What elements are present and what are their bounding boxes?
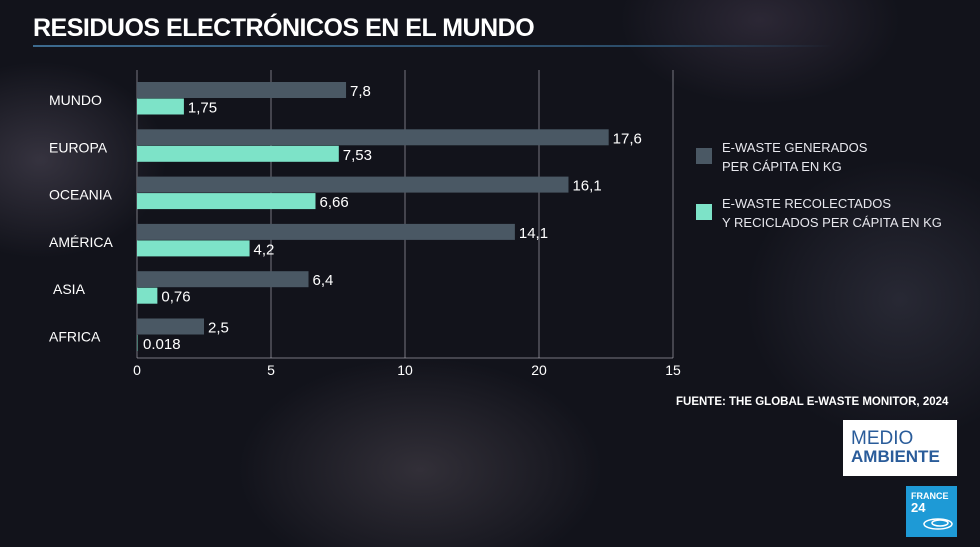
category-label: ASIA	[53, 281, 86, 297]
logo-text: MEDIO	[851, 428, 914, 449]
chart-title: RESIDUOS ELECTRÓNICOS EN EL MUNDO	[33, 14, 535, 42]
legend-swatch-recycled	[696, 204, 712, 220]
x-tick-label: 5	[267, 362, 275, 378]
data-label: 16,1	[572, 178, 601, 195]
data-label: 14,1	[519, 225, 548, 242]
data-label: 17,6	[613, 130, 642, 147]
france24-logo: FRANCE 24	[906, 486, 957, 537]
bar-generated	[137, 129, 609, 146]
bar-generated	[137, 223, 515, 240]
data-label: 0,76	[161, 289, 190, 306]
data-label: 1,75	[188, 100, 217, 117]
bar-recycled	[137, 193, 316, 210]
data-label: 6,4	[313, 272, 334, 289]
legend-label: E-WASTE GENERADOS	[722, 140, 868, 155]
legend-label: PER CÁPITA EN KG	[722, 159, 842, 174]
bar-recycled	[137, 145, 339, 162]
legend-label: Y RECICLADOS PER CÁPITA EN KG	[722, 215, 942, 230]
title-underline	[33, 45, 833, 47]
data-label: 2,5	[208, 320, 229, 337]
bar-generated	[137, 271, 309, 288]
medio-ambiente-logo: MEDIO AMBIENTE	[843, 420, 957, 476]
legend-item-generated: E-WASTE GENERADOS PER CÁPITA EN KG	[696, 138, 867, 176]
logo-text: FRANCE	[911, 491, 949, 501]
data-label: 4,2	[254, 241, 275, 258]
data-label: 6,66	[319, 194, 348, 211]
logo-text: AMBIENTE	[851, 447, 940, 466]
data-label: 0.018	[143, 336, 181, 353]
x-tick-label: 20	[531, 362, 547, 378]
data-label: 7,8	[350, 83, 371, 100]
bar-recycled	[137, 98, 184, 115]
bar-generated	[137, 82, 347, 98]
category-label: EUROPA	[49, 139, 108, 155]
france24-swirl-icon	[923, 518, 953, 530]
category-label: OCEANIA	[49, 187, 113, 203]
legend-label: E-WASTE RECOLECTADOS	[722, 196, 892, 211]
bar-recycled	[137, 240, 250, 257]
category-label: MUNDO	[49, 92, 102, 108]
source-note: FUENTE: THE GLOBAL E-WASTE MONITOR, 2024	[676, 396, 949, 408]
legend-swatch-generated	[696, 148, 712, 164]
x-tick-label: 0	[133, 362, 141, 378]
category-label: AMÉRICA	[49, 234, 113, 250]
x-tick-label: 10	[397, 362, 413, 378]
logo-text: 24	[911, 500, 926, 515]
legend-item-recycled: E-WASTE RECOLECTADOS Y RECICLADOS PER CÁP…	[696, 194, 942, 232]
bar-generated	[137, 318, 204, 335]
category-label: AFRICA	[49, 329, 101, 345]
bar-recycled	[137, 287, 158, 304]
x-tick-label: 15	[665, 362, 681, 378]
bar-generated	[137, 176, 569, 193]
data-label: 7,53	[343, 147, 372, 164]
